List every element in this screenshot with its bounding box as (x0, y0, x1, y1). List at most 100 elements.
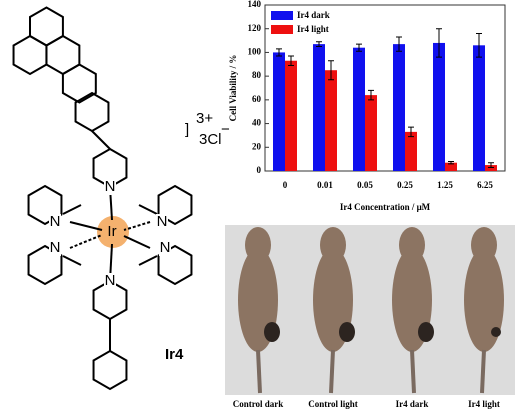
mouse-head (245, 227, 271, 263)
legend-swatch (271, 25, 293, 34)
error-bar (396, 36, 402, 52)
y-tick-label: 0 (257, 165, 262, 175)
mouse-head (471, 227, 497, 263)
bar (325, 70, 337, 171)
legend-label: Ir4 light (297, 24, 329, 34)
photo-label: Ir4 light (468, 399, 500, 409)
atom-label: N (160, 239, 171, 256)
atom-label: N (105, 272, 116, 289)
ring (74, 91, 110, 133)
x-tick-label: 0.25 (397, 180, 413, 190)
mouse-tail (329, 349, 335, 394)
bar (393, 44, 405, 171)
error-bar (476, 32, 482, 58)
bar (365, 95, 377, 171)
bond (62, 255, 82, 266)
mouse-tail (256, 349, 262, 394)
ring (92, 349, 128, 391)
metal: Ir (107, 223, 116, 240)
x-tick-label: 1.25 (437, 180, 453, 190)
charge: 3+ (196, 110, 213, 127)
bar (485, 165, 497, 171)
atom-bg (104, 273, 116, 289)
photo: Control dark Control light Ir4 dark Ir4 lig… (225, 225, 515, 409)
y-tick-label: 120 (248, 23, 262, 33)
x-tick-label: 0 (283, 180, 288, 190)
x-tick-label: 0.05 (357, 180, 373, 190)
photo-label: Control light (308, 399, 358, 409)
ring (157, 244, 193, 286)
atom-label: N (105, 178, 116, 195)
legend-swatch (271, 11, 293, 20)
atom-bg (49, 214, 61, 230)
tumor (264, 322, 280, 342)
y-tick-label: 20 (252, 141, 262, 151)
metal-highlight (97, 216, 129, 248)
bond (138, 204, 158, 215)
x-axis-label: Ir4 Concentration / μM (340, 202, 431, 212)
mouse-tail (480, 349, 486, 394)
y-axis-label: Cell Viability / % (228, 55, 238, 122)
photo-label: Control dark (233, 399, 284, 409)
bar (353, 47, 365, 171)
ring (157, 184, 193, 226)
atom-label: N (157, 213, 168, 230)
bond (123, 235, 151, 249)
bond (138, 255, 158, 266)
bond (69, 234, 103, 249)
plot-frame (264, 4, 506, 172)
ring (27, 244, 63, 286)
atom-bg (49, 240, 61, 256)
y-tick-label: 100 (248, 46, 262, 56)
counter-charge: − (221, 121, 230, 138)
y-tick-label: 140 (248, 0, 262, 9)
y-tick-label: 60 (252, 94, 262, 104)
bar (445, 162, 457, 171)
y-tick-label: 40 (252, 118, 262, 128)
atom-bg (156, 214, 168, 230)
error-bar (316, 41, 322, 47)
bar (405, 131, 417, 171)
bar (313, 44, 325, 171)
bar (473, 45, 485, 171)
bracket: ] (185, 121, 189, 138)
mouse-head (399, 227, 425, 263)
x-tick-label: 6.25 (477, 180, 493, 190)
error-bar (448, 161, 454, 165)
mouse-body (464, 248, 504, 352)
compound-name: Ir4 (165, 346, 184, 363)
ring (27, 184, 63, 226)
tumor (339, 322, 355, 342)
bond (91, 130, 111, 150)
mouse-tail (410, 349, 416, 394)
photo-label: Ir4 dark (396, 399, 429, 409)
bond (62, 204, 82, 215)
atom-label: N (50, 213, 61, 230)
tumor (418, 322, 434, 342)
bar (285, 60, 297, 171)
bond (69, 221, 103, 231)
ring (61, 63, 97, 104)
bond (123, 221, 151, 231)
mouse-head (320, 227, 346, 263)
atom-bg (104, 179, 116, 195)
error-bar (368, 89, 374, 101)
error-bar (488, 162, 494, 168)
counter-ion: 3Cl (199, 131, 222, 148)
x-tick-label: 0.01 (317, 180, 333, 190)
tumor (491, 327, 501, 337)
bar (433, 42, 445, 171)
error-bar (408, 126, 414, 138)
bar (273, 52, 285, 171)
atom-label: N (50, 239, 61, 256)
atom-bg (159, 240, 171, 256)
y-tick-label: 80 (252, 70, 262, 80)
ring (29, 6, 64, 47)
error-bar (328, 60, 334, 81)
error-bar (356, 43, 362, 52)
legend-label: Ir4 dark (297, 10, 330, 20)
error-bar (288, 55, 294, 66)
error-bar (276, 48, 282, 57)
